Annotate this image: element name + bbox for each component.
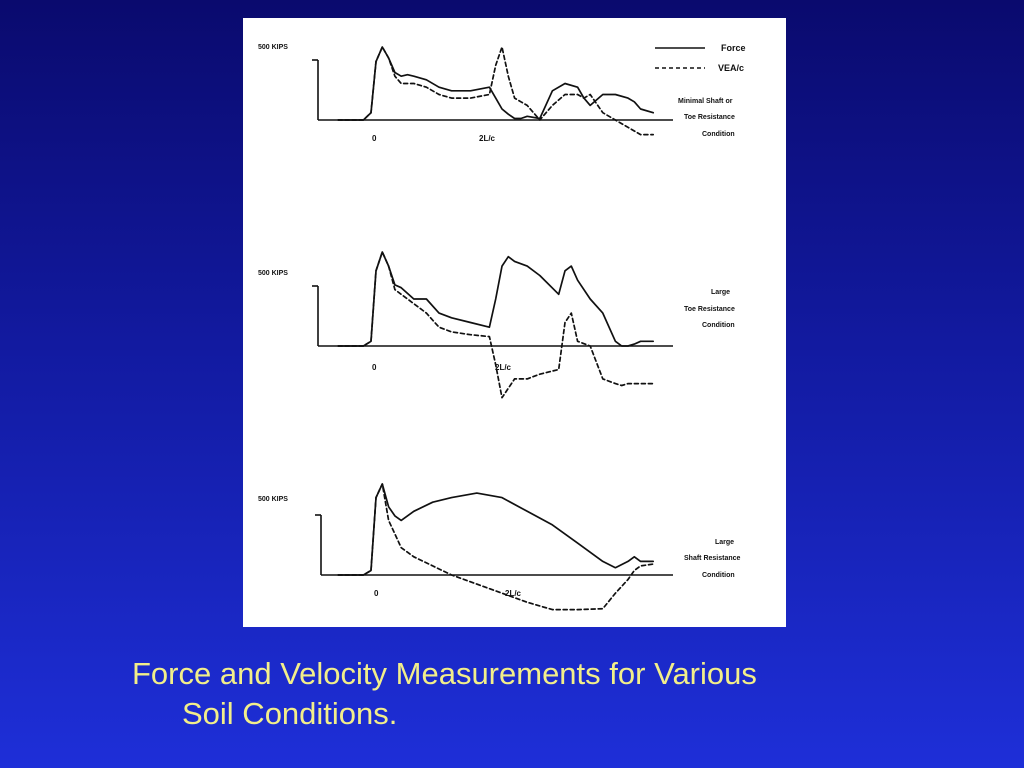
caption-line-2: Soil Conditions. (182, 696, 398, 731)
condition-line-1: Large (715, 539, 734, 546)
legend-velocity-label: VEA/c (718, 63, 744, 73)
condition-line-3: Condition (702, 572, 735, 579)
condition-line-2: Toe Resistance (684, 114, 735, 121)
velocity-trace (337, 251, 655, 399)
scale-label: 500 KIPS (258, 270, 288, 277)
velocity-trace (337, 46, 655, 136)
tick-label-2lc: 2L/c (479, 134, 496, 143)
condition-line-1: Large (711, 289, 730, 296)
force-trace (337, 251, 655, 347)
velocity-trace (337, 483, 655, 611)
tick-label-zero: 0 (374, 589, 379, 598)
panel-minimal-resistance: 500 KIPS Minimal Shaft or Toe Resistance… (258, 44, 735, 143)
force-trace (337, 46, 655, 121)
slide-caption: Force and Velocity Measurements for Vari… (132, 654, 992, 734)
condition-line-1: Minimal Shaft or (678, 98, 733, 105)
tick-label-zero: 0 (372, 363, 377, 372)
scale-label: 500 KIPS (258, 496, 288, 503)
tick-label-zero: 0 (372, 134, 377, 143)
condition-line-3: Condition (702, 322, 735, 329)
panel-large-toe-resistance: 500 KIPS Large Toe Resistance Condition … (258, 251, 735, 399)
condition-line-2: Toe Resistance (684, 306, 735, 313)
tick-label-2lc: 2L/c (505, 589, 522, 598)
force-trace (337, 483, 655, 576)
panel-large-shaft-resistance: 500 KIPS Large Shaft Resistance Conditio… (258, 483, 741, 611)
condition-line-3: Condition (702, 131, 735, 138)
tick-label-2lc: 2L/c (495, 363, 512, 372)
figure-panel: Force VEA/c 500 KIPS Minimal Shaft or To… (243, 18, 786, 627)
caption-line-1: Force and Velocity Measurements for Vari… (132, 656, 757, 691)
condition-line-2: Shaft Resistance (684, 555, 741, 562)
legend: Force VEA/c (655, 43, 746, 73)
legend-force-label: Force (721, 43, 746, 53)
force-velocity-chart: Force VEA/c 500 KIPS Minimal Shaft or To… (258, 43, 746, 611)
scale-label: 500 KIPS (258, 44, 288, 51)
